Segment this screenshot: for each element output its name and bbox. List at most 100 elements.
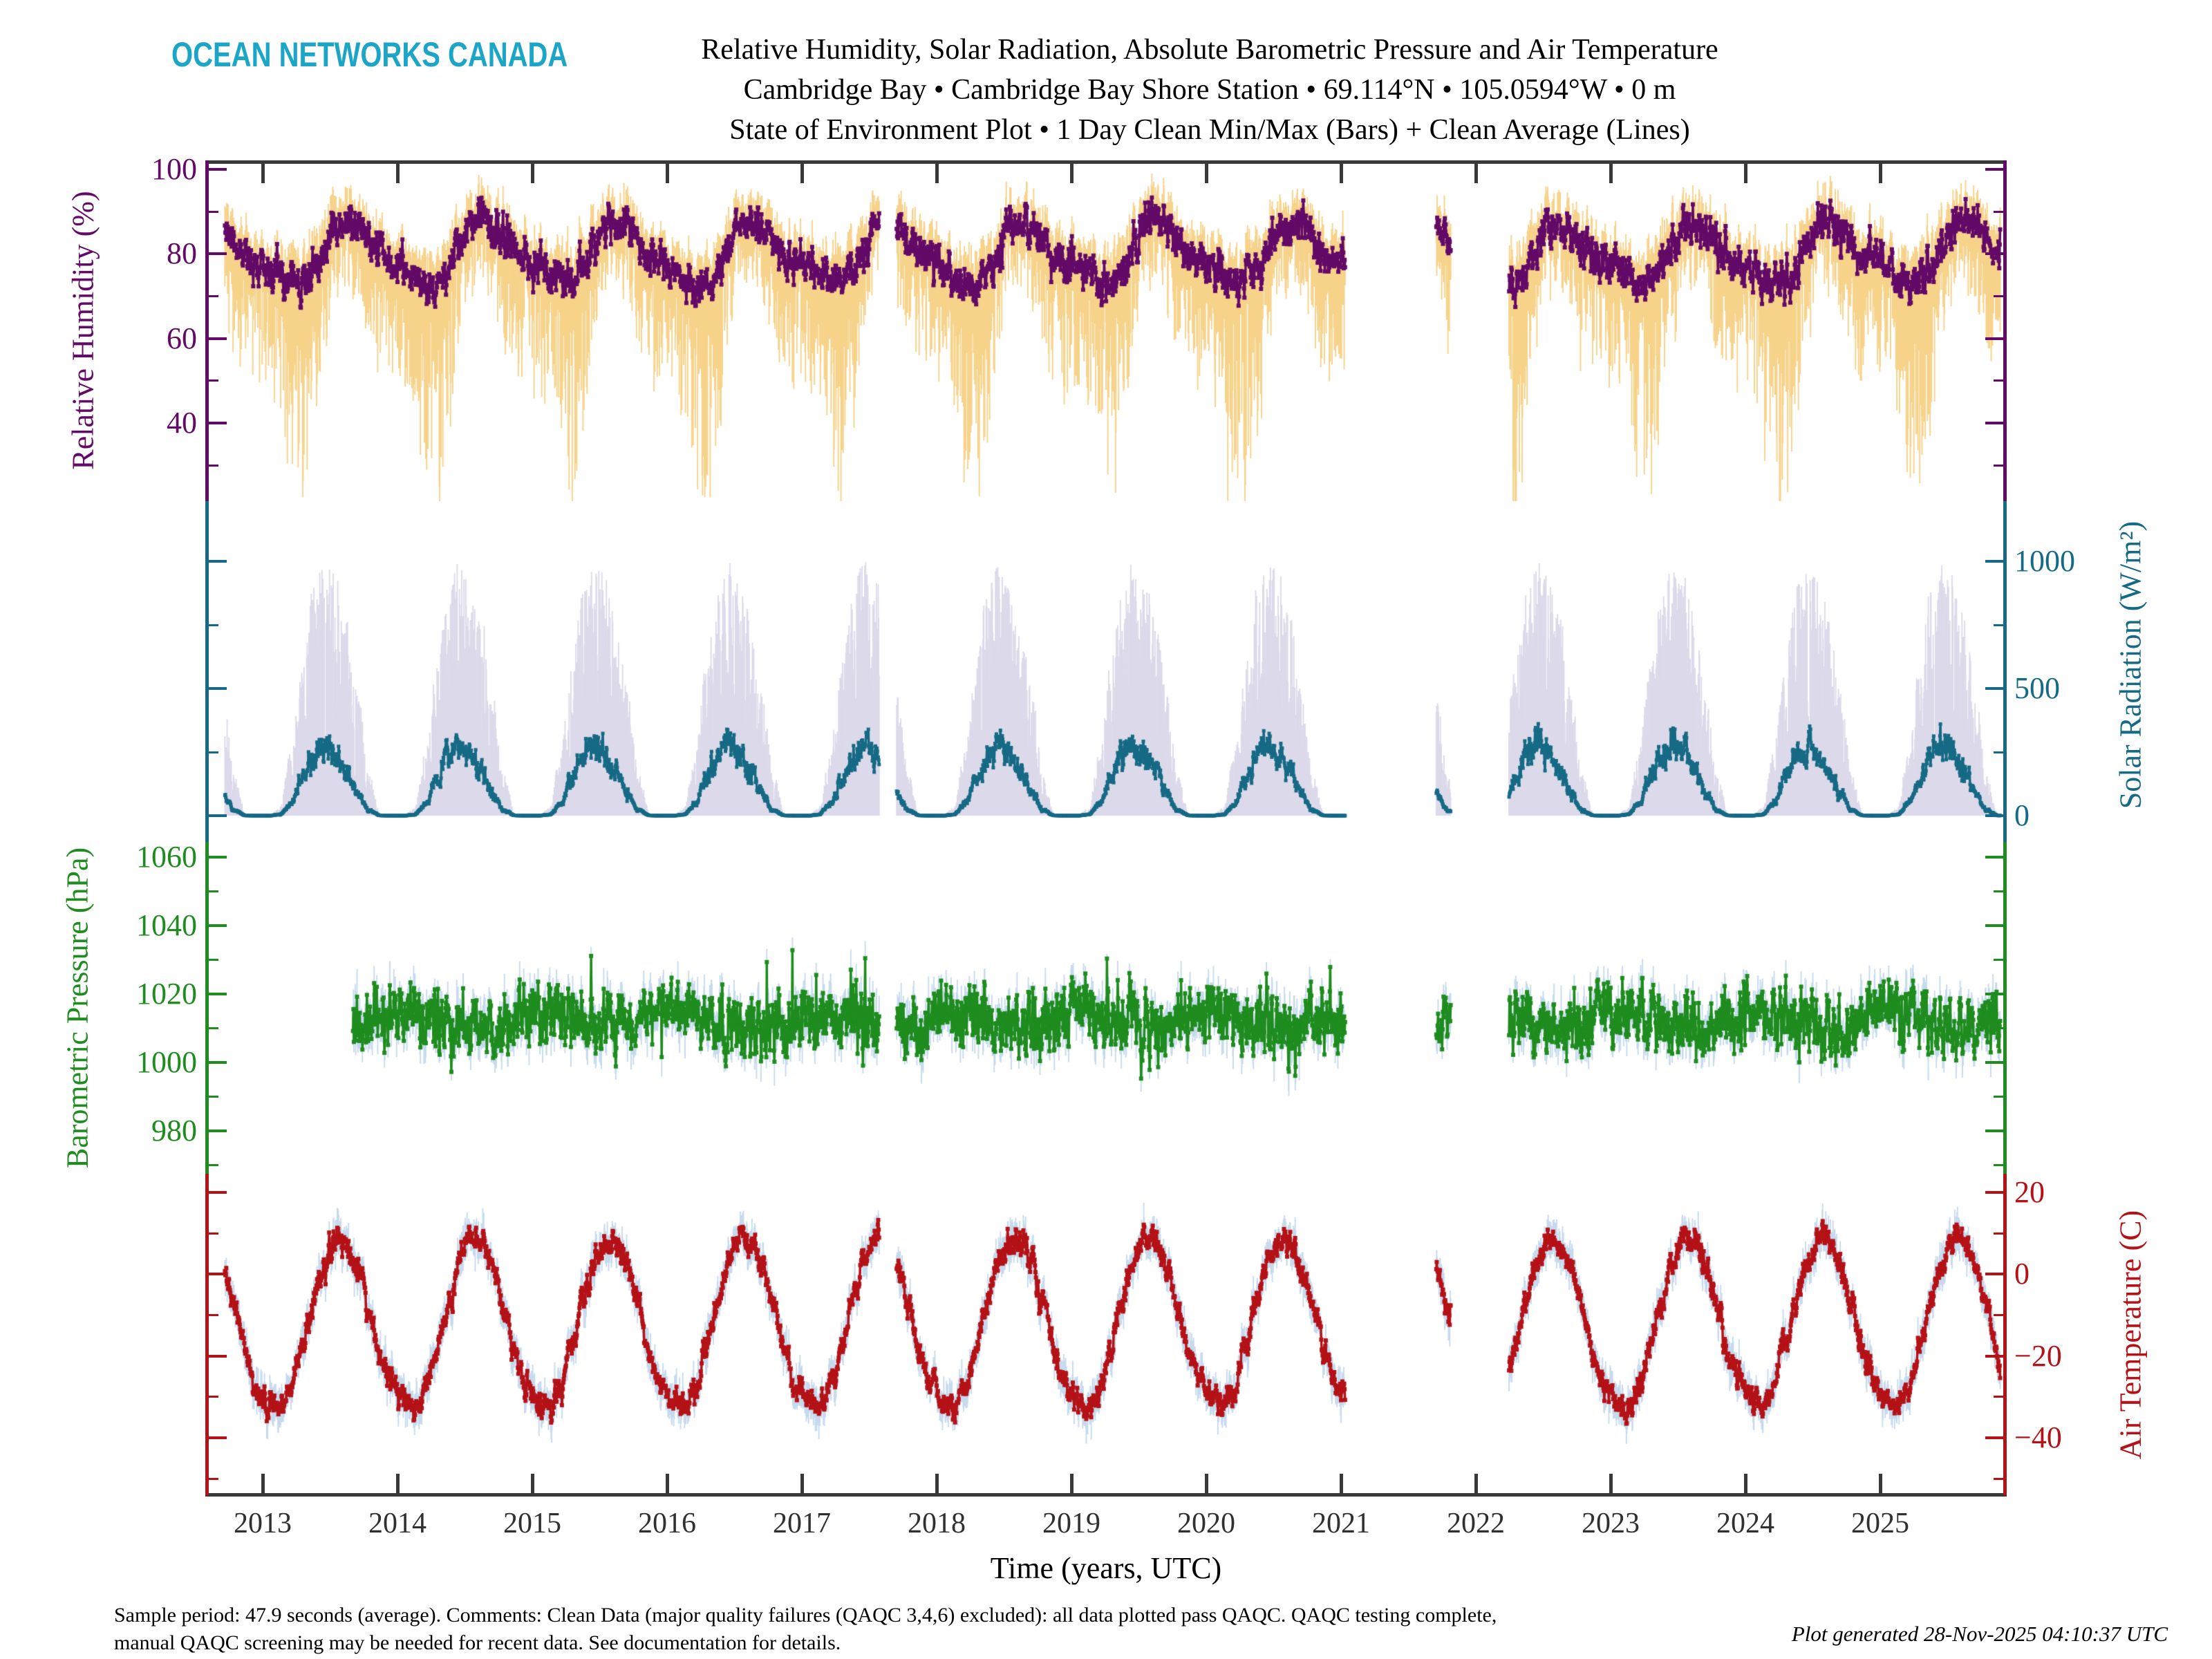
y-axis-segment-air-temperature-left [205,1174,209,1495]
x-tick-bottom [1339,1474,1343,1493]
y-axis-title-solar-radiation: Solar Radiation (W/m²) [2113,521,2148,809]
x-tick-label-year: 2020 [1177,1508,1235,1539]
y-tick-major [209,1130,227,1132]
y-tick-major [1985,1354,2003,1358]
y-tick-minor [209,210,218,213]
x-tick-label-year: 2015 [503,1508,561,1539]
x-tick-top [1474,164,1478,183]
x-tick-top [530,164,534,183]
footer-comment-line-2: manual QAQC screening may be needed for … [114,1631,841,1654]
y-tick-label-barometric-pressure: 1000 [136,1045,197,1079]
y-tick-major [209,560,227,563]
y-tick-minor [209,959,218,961]
x-tick-bottom [1069,1474,1074,1493]
top-axis-line [205,160,2007,164]
y-tick-minor [209,890,218,892]
x-tick-label-year: 2024 [1716,1508,1774,1539]
y-tick-minor [1994,1396,2003,1398]
y-axis-title-barometric-pressure: Barometric Pressure (hPa) [60,847,95,1169]
y-tick-major [1985,924,2003,927]
y-tick-major [1985,252,2003,256]
y-tick-major [209,856,227,859]
x-tick-top [395,164,400,183]
y-tick-major [209,422,227,425]
y-tick-minor [1994,1164,2003,1166]
y-tick-major [209,1354,227,1358]
y-tick-minor [209,1396,218,1398]
y-tick-label-relative-humidity: 60 [167,321,197,355]
y-tick-major [1985,814,2003,817]
x-tick-bottom [935,1474,939,1493]
y-tick-label-air-temperature: −40 [2014,1421,2062,1455]
y-tick-major [209,687,227,690]
x-tick-label-year: 2013 [234,1508,292,1539]
y-tick-label-barometric-pressure: 1040 [136,908,197,942]
y-axis-segment-solar-radiation-left [205,501,209,842]
y-tick-label-relative-humidity: 80 [167,236,197,271]
y-axis-segment-barometric-pressure-right [2003,842,2007,1174]
x-tick-label-year: 2018 [908,1508,966,1539]
y-tick-minor [209,1314,218,1316]
y-tick-minor [209,379,218,382]
y-tick-minor [209,751,218,753]
y-tick-major [1985,1061,2003,1064]
y-tick-minor [209,1164,218,1166]
y-tick-minor [1994,295,2003,297]
y-tick-minor [209,464,218,467]
y-axis-segment-solar-radiation-right [2003,501,2007,842]
y-axis-segment-relative-humidity-left [205,160,209,501]
x-tick-label-year: 2017 [773,1508,831,1539]
y-tick-major [209,924,227,927]
y-tick-major [1985,687,2003,690]
x-tick-label-year: 2025 [1851,1508,1909,1539]
y-tick-major [1985,168,2003,171]
y-tick-minor [1994,1027,2003,1029]
plot-generated-timestamp: Plot generated 28-Nov-2025 04:10:37 UTC [1791,1622,2168,1646]
y-tick-major [1985,337,2003,340]
x-tick-bottom [530,1474,534,1493]
y-tick-minor [209,1477,218,1480]
y-tick-major [1985,422,2003,425]
y-tick-major [1985,1273,2003,1276]
x-tick-label-year: 2023 [1582,1508,1640,1539]
x-tick-label-year: 2014 [368,1508,427,1539]
y-tick-label-barometric-pressure: 980 [151,1114,197,1147]
y-axis-segment-air-temperature-right [2003,1174,2007,1495]
y-tick-major [209,1061,227,1064]
x-tick-top [1878,164,1882,183]
y-tick-minor [1994,751,2003,753]
y-tick-minor [1994,1232,2003,1235]
x-tick-bottom [395,1474,400,1493]
x-tick-bottom [1743,1474,1747,1493]
y-tick-label-air-temperature: 20 [2014,1175,2045,1209]
footer-comment-line-1: Sample period: 47.9 seconds (average). C… [114,1604,1497,1627]
y-tick-major [1985,856,2003,859]
x-tick-label-year: 2019 [1042,1508,1100,1539]
x-tick-top [665,164,669,183]
y-tick-major [1985,1191,2003,1194]
y-tick-minor [209,295,218,297]
x-tick-top [1743,164,1747,183]
y-tick-minor [1994,959,2003,961]
x-tick-top [261,164,265,183]
y-tick-major [209,252,227,256]
x-tick-bottom [1878,1474,1882,1493]
x-tick-top [1204,164,1208,183]
x-tick-top [800,164,804,183]
y-tick-label-relative-humidity: 100 [151,152,197,186]
y-tick-minor [209,624,218,626]
y-tick-major [1985,560,2003,563]
y-tick-label-barometric-pressure: 1020 [136,977,197,1011]
y-tick-minor [1994,624,2003,626]
y-tick-major [1985,993,2003,995]
y-tick-major [209,1436,227,1440]
x-tick-top [1339,164,1343,183]
plot-title-line-1: Relative Humidity, Solar Radiation, Abso… [701,34,1718,66]
y-axis-segment-relative-humidity-right [2003,160,2007,501]
y-tick-major [1985,1130,2003,1132]
y-tick-label-relative-humidity: 40 [167,406,197,440]
y-axis-title-air-temperature: Air Temperature (C) [2113,1210,2148,1460]
y-tick-minor [1994,1096,2003,1098]
y-tick-minor [209,1096,218,1098]
